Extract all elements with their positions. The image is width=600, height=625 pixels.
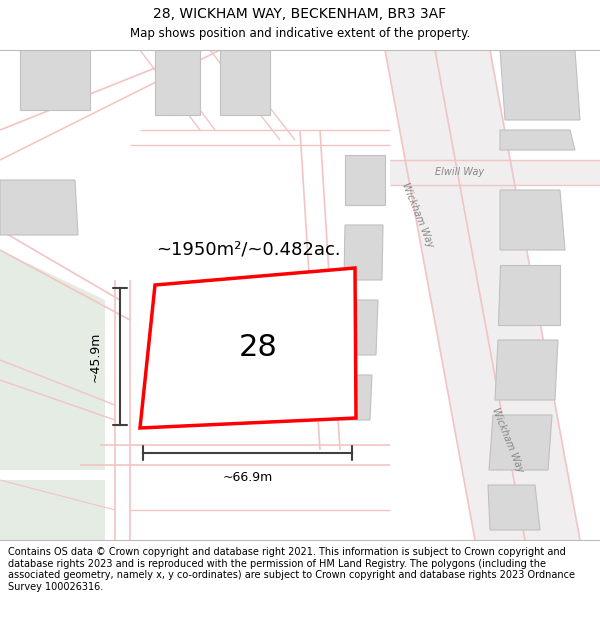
Polygon shape [500,190,565,250]
Text: Wickham Way: Wickham Way [400,181,436,249]
Text: ~1950m²/~0.482ac.: ~1950m²/~0.482ac. [155,241,340,259]
Polygon shape [489,415,552,470]
Polygon shape [20,50,90,110]
Polygon shape [385,50,580,540]
Text: ~45.9m: ~45.9m [89,331,102,382]
Text: Wickham Way: Wickham Way [490,406,526,474]
Polygon shape [390,160,600,185]
Text: Elwill Way: Elwill Way [436,167,485,177]
Polygon shape [495,340,558,400]
Text: 28, WICKHAM WAY, BECKENHAM, BR3 3AF: 28, WICKHAM WAY, BECKENHAM, BR3 3AF [154,7,446,21]
Polygon shape [344,225,383,280]
Text: Contains OS data © Crown copyright and database right 2021. This information is : Contains OS data © Crown copyright and d… [8,547,575,592]
Polygon shape [0,180,78,235]
Polygon shape [338,300,378,355]
Polygon shape [140,268,356,428]
Polygon shape [500,50,580,120]
Polygon shape [0,480,105,540]
Polygon shape [220,50,270,115]
Polygon shape [155,50,200,115]
Text: ~66.9m: ~66.9m [223,471,272,484]
Polygon shape [333,375,372,420]
Polygon shape [488,485,540,530]
Text: Map shows position and indicative extent of the property.: Map shows position and indicative extent… [130,28,470,41]
Polygon shape [498,265,560,325]
Polygon shape [345,155,385,205]
Text: 28: 28 [239,334,277,362]
Polygon shape [0,250,105,470]
Polygon shape [500,130,575,150]
